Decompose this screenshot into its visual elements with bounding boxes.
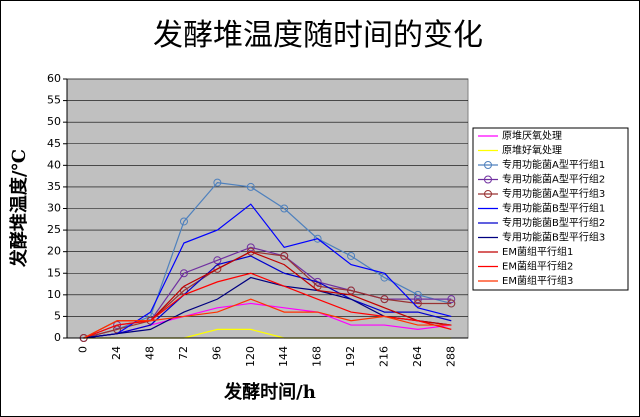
y-tick-label: 0 <box>54 331 61 344</box>
legend <box>472 127 629 291</box>
y-axis-title: 发酵堆温度/℃ <box>8 149 30 268</box>
x-tick-label: 96 <box>210 346 223 360</box>
point <box>347 251 356 260</box>
x-tick-label: 72 <box>177 346 190 360</box>
series-line <box>83 298 452 339</box>
point <box>113 325 122 334</box>
point <box>313 234 322 243</box>
y-tick-label: 60 <box>47 72 61 85</box>
series-line <box>83 272 452 339</box>
point <box>246 247 255 256</box>
point <box>213 256 222 265</box>
point <box>313 277 322 286</box>
point <box>246 182 255 191</box>
x-tick-label: 264 <box>411 346 424 367</box>
legend-marker <box>484 190 492 198</box>
point <box>313 282 322 291</box>
legend-label: 专用功能菌A型平行组2 <box>502 173 605 186</box>
point <box>213 178 222 187</box>
x-tick-label: 24 <box>110 346 123 360</box>
legend-label: 原堆厌氧处理 <box>502 129 562 142</box>
legend-label: EM菌组平行组2 <box>502 260 573 273</box>
legend-marker <box>484 161 492 169</box>
legend-marker <box>484 175 492 184</box>
point <box>179 269 188 278</box>
y-tick-label: 20 <box>47 245 61 258</box>
point <box>280 204 289 213</box>
point <box>413 295 422 304</box>
y-tick-label: 15 <box>47 266 61 279</box>
x-tick-label: 48 <box>144 346 157 360</box>
point <box>447 295 456 304</box>
point <box>380 295 389 304</box>
x-axis-title: 发酵时间/h <box>223 381 316 403</box>
x-tick-label: 168 <box>311 346 324 367</box>
y-tick-label: 55 <box>47 94 61 107</box>
legend-label: 专用功能菌A型平行组3 <box>502 187 605 200</box>
x-tick-label: 0 <box>77 346 90 353</box>
point <box>213 264 222 273</box>
point <box>179 217 188 226</box>
legend-label: 专用功能菌A型平行组1 <box>502 158 605 171</box>
legend-label: 专用功能菌B型平行组2 <box>502 216 605 229</box>
series-line <box>83 203 452 339</box>
x-tick-label: 216 <box>377 346 390 367</box>
y-tick-label: 5 <box>54 309 61 322</box>
x-tick-label: 144 <box>277 346 290 367</box>
legend-label: 专用功能菌B型平行组3 <box>502 231 605 244</box>
y-tick-label: 45 <box>47 137 61 150</box>
series-line <box>83 251 452 339</box>
y-tick-label: 10 <box>47 288 61 301</box>
x-tick-label: 120 <box>244 346 257 367</box>
y-tick-label: 50 <box>47 115 61 128</box>
point <box>447 299 456 308</box>
point <box>347 286 356 295</box>
legend-label: 专用功能菌B型平行组1 <box>502 202 605 215</box>
legend-label: 原堆好氧处理 <box>502 144 562 157</box>
point <box>246 243 255 252</box>
x-tick-label: 288 <box>444 346 457 367</box>
legend-label: EM菌组平行组1 <box>502 245 573 258</box>
y-tick-label: 30 <box>47 202 61 215</box>
y-tick-label: 35 <box>47 180 61 193</box>
point <box>280 251 289 260</box>
y-tick-label: 25 <box>47 223 61 236</box>
legend-label: EM菌组平行组3 <box>502 274 573 287</box>
point <box>413 290 422 299</box>
y-tick-label: 40 <box>47 158 61 171</box>
chart-title: 发酵堆温度随时间的变化 <box>153 18 483 53</box>
series-line <box>83 181 452 339</box>
series-line <box>83 255 452 339</box>
x-tick-label: 192 <box>344 346 357 367</box>
